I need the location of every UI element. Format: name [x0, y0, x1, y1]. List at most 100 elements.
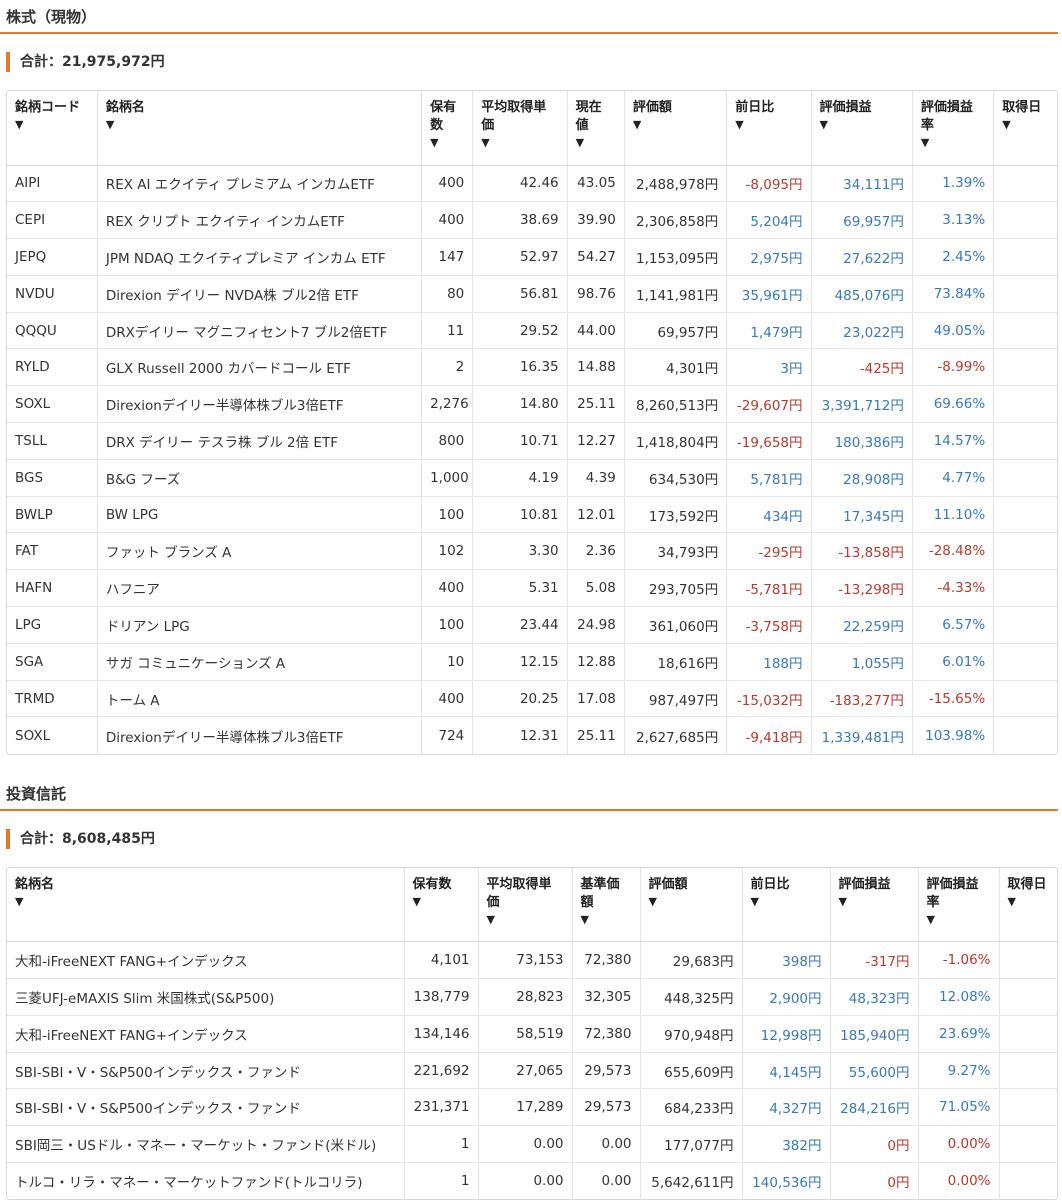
- stock-pl-rate: -28.48%: [912, 532, 995, 571]
- stock-profit-loss: 34,111円: [811, 165, 913, 203]
- funds-table: 銘柄名 ▼ 保有数 ▼ 平均取得単価 ▼ 基準価額 ▼ 評価額 ▼ 前日比 ▼ 評価損益 ▼ …: [7, 867, 1058, 1200]
- stock-row[interactable]: JEPQ JPM NDAQ エクイティプレミア インカム ETF 147 52.97 5…: [7, 238, 1057, 276]
- stock-acquired-date: [993, 422, 1057, 460]
- stock-value: 8,260,513円: [624, 385, 728, 424]
- fund-col-header-pl-rate[interactable]: 評価損益率 ▼: [918, 867, 1000, 943]
- sort-down-icon[interactable]: ▼: [430, 136, 439, 149]
- fund-col-header-profit-loss[interactable]: 評価損益 ▼: [830, 867, 919, 943]
- sort-down-icon[interactable]: ▼: [735, 118, 744, 131]
- stock-code: NVDU: [7, 275, 98, 313]
- col-header-profit-loss[interactable]: 評価損益 ▼: [811, 91, 913, 166]
- col-header-qty[interactable]: 保有数 ▼: [421, 91, 474, 166]
- col-header-price[interactable]: 現在値 ▼: [567, 91, 625, 166]
- fund-col-header-qty[interactable]: 保有数 ▼: [404, 867, 479, 943]
- fund-value: 684,233円: [640, 1088, 743, 1127]
- stock-profit-loss: 17,345円: [811, 496, 913, 534]
- stock-acquired-date: [993, 569, 1057, 608]
- stock-qty: 100: [421, 606, 474, 644]
- stock-row[interactable]: AIPI REX AI エクイティ プレミアム インカムETF 400 42.46 43…: [7, 165, 1057, 203]
- sort-down-icon[interactable]: ▼: [412, 894, 421, 908]
- stock-current-price: 12.01: [567, 496, 625, 534]
- stock-current-price: 98.76: [567, 275, 625, 313]
- stock-row[interactable]: TRMD トーム A 400 20.25 17.08 987,497円 -15,032円 -1…: [7, 680, 1057, 718]
- stock-row[interactable]: RYLD GLX Russell 2000 カバードコール ETF 2 16.35 14…: [7, 348, 1057, 387]
- stock-current-price: 12.27: [567, 422, 625, 460]
- sort-down-icon[interactable]: ▼: [1007, 894, 1016, 908]
- stock-row[interactable]: QQQU DRXデイリー マグニフィセント7 ブル2倍ETF 11 29.52 44.0…: [7, 312, 1057, 350]
- fund-row[interactable]: トルコ・リラ・マネー・マーケットファンド(トルコリラ) 1 0.00 0.00 5,64…: [7, 1162, 1058, 1200]
- sort-down-icon[interactable]: ▼: [926, 912, 935, 926]
- stock-profit-loss: -425円: [811, 348, 913, 387]
- stock-code: SOXL: [7, 716, 98, 754]
- sort-down-icon[interactable]: ▼: [648, 894, 657, 908]
- col-header-avg[interactable]: 平均取得単価 ▼: [472, 91, 568, 166]
- fund-avg-price: 58,519: [478, 1015, 573, 1053]
- stock-day-change: -5,781円: [726, 569, 812, 608]
- col-header-pl-rate[interactable]: 評価損益率 ▼: [912, 91, 995, 166]
- stock-profit-loss: 3,391,712円: [811, 385, 913, 424]
- stock-row[interactable]: CEPI REX クリプト エクイティ インカムETF 400 38.69 39.90 2…: [7, 201, 1057, 240]
- sort-down-icon[interactable]: ▼: [1002, 118, 1011, 131]
- fund-row[interactable]: SBI岡三・USドル・マネー・マーケット・ファンド(米ドル) 1 0.00 0.00 1…: [7, 1125, 1058, 1164]
- stock-row[interactable]: LPG ドリアン LPG 100 23.44 24.98 361,060円 -3,758円 2…: [7, 606, 1057, 644]
- sort-down-icon[interactable]: ▼: [575, 136, 585, 149]
- stock-code: RYLD: [7, 348, 98, 387]
- sort-down-icon[interactable]: ▼: [819, 118, 828, 131]
- stock-qty: 100: [421, 496, 474, 534]
- fund-col-header-avg[interactable]: 平均取得単価 ▼: [478, 867, 573, 943]
- stock-profit-loss: 1,055円: [811, 643, 913, 681]
- col-header-acquired-date[interactable]: 取得日 ▼: [993, 91, 1057, 166]
- col-header-name[interactable]: 銘柄名 ▼: [97, 91, 423, 166]
- fund-avg-price: 0.00: [478, 1125, 573, 1164]
- stock-acquired-date: [993, 606, 1057, 644]
- fund-col-header-name[interactable]: 銘柄名 ▼: [7, 867, 405, 943]
- sort-down-icon[interactable]: ▼: [105, 118, 115, 131]
- fund-pl-rate: 12.08%: [918, 978, 1000, 1016]
- funds-table-container: 銘柄名 ▼ 保有数 ▼ 平均取得単価 ▼ 基準価額 ▼ 評価額 ▼ 前日比 ▼ 評価損益 ▼ …: [6, 866, 1058, 1200]
- stock-pl-rate: 103.98%: [912, 716, 995, 754]
- sort-down-icon[interactable]: ▼: [486, 912, 495, 926]
- fund-row[interactable]: SBI-SBI・V・S&P500インデックス・ファンド 231,371 17,289…: [7, 1088, 1058, 1127]
- col-header-code[interactable]: 銘柄コード ▼: [7, 91, 98, 166]
- stock-row[interactable]: SOXL Direxionデイリー半導体株ブル3倍ETF 2,276 14.80 25.…: [7, 385, 1057, 424]
- stock-row[interactable]: NVDU Direxion デイリー NVDA株 ブル2倍 ETF 80 56.81 9…: [7, 275, 1057, 313]
- fund-row[interactable]: SBI-SBI・V・S&P500インデックス・ファンド 221,692 27,065…: [7, 1052, 1058, 1090]
- stock-row[interactable]: BGS B&G フーズ 1,000 4.19 4.39 634,530円 5,781円 28,…: [7, 459, 1057, 497]
- stock-row[interactable]: SOXL Direxionデイリー半導体株ブル3倍ETF 724 12.31 25.11…: [7, 716, 1057, 754]
- sort-down-icon[interactable]: ▼: [920, 136, 930, 149]
- sort-down-icon[interactable]: ▼: [15, 894, 24, 908]
- fund-day-change: 4,327円: [742, 1088, 831, 1127]
- sort-down-icon[interactable]: ▼: [838, 894, 847, 908]
- fund-col-header-acquired-date[interactable]: 取得日 ▼: [999, 867, 1058, 943]
- stock-value: 1,418,804円: [624, 422, 728, 460]
- stock-row[interactable]: TSLL DRX デイリー テスラ株 ブル 2倍 ETF 800 10.71 12.27…: [7, 422, 1057, 460]
- stocks-section-title: 株式（現物）: [0, 0, 1058, 34]
- stock-row[interactable]: BWLP BW LPG 100 10.81 12.01 173,592円 434円 17,34…: [7, 496, 1057, 534]
- stock-day-change: -8,095円: [726, 165, 812, 203]
- stock-name: Direxion デイリー NVDA株 ブル2倍 ETF: [97, 275, 423, 313]
- stock-value: 18,616円: [624, 643, 728, 681]
- fund-row[interactable]: 大和-iFreeNEXT FANG+インデックス 4,101 73,153 72,38…: [7, 941, 1058, 980]
- stock-value: 34,793円: [624, 532, 728, 571]
- fund-col-header-base-price[interactable]: 基準価額 ▼: [572, 867, 641, 943]
- col-header-value[interactable]: 評価額 ▼: [624, 91, 728, 166]
- stock-row[interactable]: HAFN ハフニア 400 5.31 5.08 293,705円 -5,781円 -13,29…: [7, 569, 1057, 608]
- fund-base-price: 72,380: [572, 941, 641, 980]
- sort-down-icon[interactable]: ▼: [15, 118, 24, 131]
- col-header-day-change[interactable]: 前日比 ▼: [726, 91, 812, 166]
- fund-row[interactable]: 三菱UFJ-eMAXIS Slim 米国株式(S&P500) 138,779 28,…: [7, 978, 1058, 1016]
- stock-acquired-date: [993, 238, 1057, 276]
- fund-row[interactable]: 大和-iFreeNEXT FANG+インデックス 134,146 58,519 72,…: [7, 1015, 1058, 1053]
- stock-acquired-date: [993, 643, 1057, 681]
- sort-down-icon[interactable]: ▼: [632, 118, 642, 131]
- fund-col-header-day-change[interactable]: 前日比 ▼: [742, 867, 831, 943]
- stock-avg-price: 38.69: [472, 201, 568, 240]
- stock-row[interactable]: SGA サガ コミュニケーションズ A 10 12.15 12.88 18,616円 188…: [7, 643, 1057, 681]
- fund-col-header-value[interactable]: 評価額 ▼: [640, 867, 743, 943]
- sort-down-icon[interactable]: ▼: [481, 136, 490, 149]
- sort-down-icon[interactable]: ▼: [580, 912, 589, 926]
- stock-day-change: 1,479円: [726, 312, 812, 350]
- stock-row[interactable]: FAT ファット ブランズ A 102 3.30 2.36 34,793円 -295円 -13…: [7, 532, 1057, 571]
- stock-value: 361,060円: [624, 606, 728, 644]
- sort-down-icon[interactable]: ▼: [750, 894, 759, 908]
